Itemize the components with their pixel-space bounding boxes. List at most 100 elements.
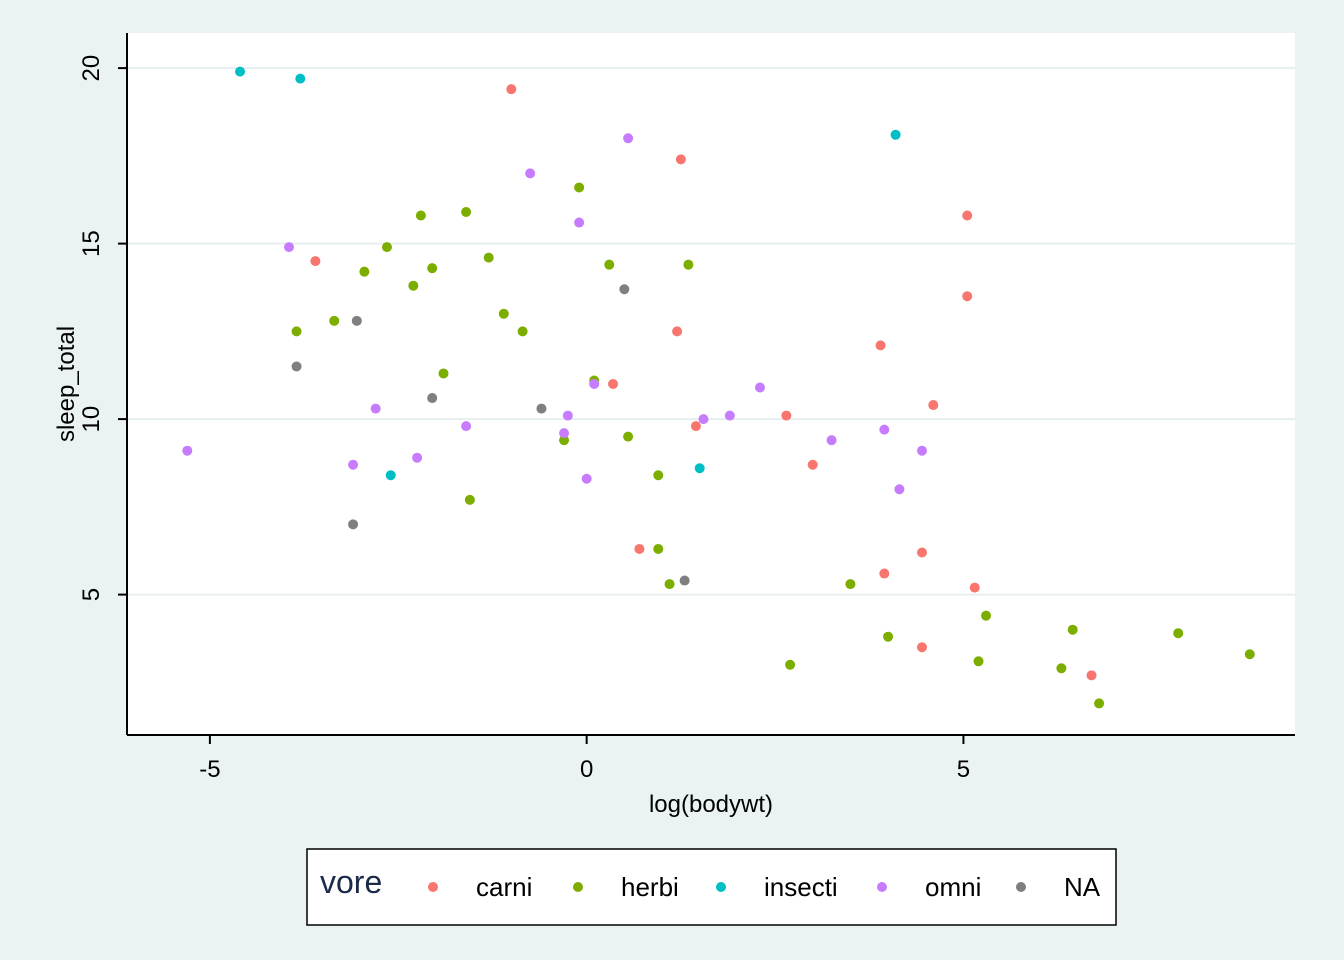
point-omni [562, 410, 573, 421]
point-omni [916, 445, 927, 456]
x-axis-ticks: -5 0 5 [199, 735, 970, 783]
x-tick-label: 0 [580, 756, 593, 783]
legend-label-insecti: insecti [764, 872, 838, 902]
y-tick-label: 20 [78, 55, 105, 82]
point-herbi [427, 263, 438, 274]
point-omni [559, 428, 570, 439]
gridlines [127, 67, 1295, 596]
point-NA [536, 403, 547, 414]
point-insecti [385, 470, 396, 481]
point-omni [698, 414, 709, 425]
point-carni [879, 568, 890, 579]
point-herbi [883, 631, 894, 642]
data-points [182, 66, 1255, 709]
point-omni [724, 410, 735, 421]
legend-key-carni [428, 882, 438, 892]
point-carni [506, 84, 517, 95]
point-herbi [785, 659, 796, 670]
point-insecti [295, 73, 306, 84]
point-carni [875, 340, 886, 351]
y-tick-label: 10 [78, 406, 105, 433]
legend: vore carni herbi insecti omni NA [306, 848, 1117, 926]
y-axis-title: sleep_total [53, 326, 80, 442]
point-insecti [890, 129, 901, 140]
point-herbi [464, 494, 475, 505]
point-omni [348, 459, 359, 470]
point-herbi [461, 207, 472, 218]
point-NA [427, 393, 438, 404]
point-NA [679, 575, 690, 586]
point-herbi [359, 266, 370, 277]
point-omni [525, 168, 536, 179]
point-carni [916, 547, 927, 558]
point-omni [412, 452, 423, 463]
point-herbi [498, 308, 509, 319]
legend-items: carni herbi insecti omni NA [428, 872, 1101, 902]
point-herbi [604, 259, 615, 270]
x-tick-label: 5 [957, 756, 970, 783]
legend-box [306, 848, 1117, 926]
point-carni [634, 543, 645, 554]
point-herbi [1067, 624, 1078, 635]
legend-key-herbi [573, 882, 583, 892]
point-herbi [381, 242, 392, 253]
point-carni [672, 326, 683, 337]
point-herbi [1244, 649, 1255, 660]
legend-label-NA: NA [1064, 872, 1101, 902]
point-herbi [653, 543, 664, 554]
point-insecti [235, 66, 246, 77]
y-tick-label: 5 [78, 588, 105, 601]
y-tick-label: 15 [78, 230, 105, 257]
point-carni [962, 291, 973, 302]
point-carni [1086, 670, 1097, 681]
point-carni [781, 410, 792, 421]
point-herbi [1173, 628, 1184, 639]
point-herbi [973, 656, 984, 667]
point-carni [916, 642, 927, 653]
point-omni [623, 133, 634, 144]
point-carni [675, 154, 686, 165]
legend-title: vore [320, 864, 382, 900]
point-omni [879, 424, 890, 435]
point-omni [284, 242, 295, 253]
plot-background [127, 33, 1295, 735]
point-carni [962, 210, 973, 221]
point-omni [826, 435, 837, 446]
point-omni [581, 473, 592, 484]
point-omni [182, 445, 193, 456]
point-omni [894, 484, 905, 495]
point-carni [690, 421, 701, 432]
point-herbi [981, 610, 992, 621]
point-herbi [517, 326, 528, 337]
legend-label-herbi: herbi [621, 872, 679, 902]
point-herbi [408, 280, 419, 291]
legend-label-carni: carni [476, 872, 532, 902]
x-axis-title: log(bodywt) [649, 791, 773, 818]
point-herbi [559, 435, 570, 446]
point-omni [589, 379, 600, 389]
point-herbi [653, 470, 664, 481]
point-NA [351, 315, 362, 326]
point-herbi [438, 368, 449, 379]
point-herbi [483, 252, 494, 263]
point-carni [969, 582, 980, 593]
point-omni [461, 421, 472, 432]
point-herbi [329, 315, 340, 326]
point-carni [310, 256, 321, 267]
point-carni [608, 379, 619, 389]
point-omni [370, 403, 381, 414]
point-herbi [1094, 698, 1105, 709]
point-carni [928, 400, 939, 411]
legend-key-insecti [716, 882, 726, 892]
point-herbi [291, 326, 302, 337]
point-NA [348, 519, 359, 530]
x-tick-label: -5 [199, 756, 220, 783]
point-omni [574, 217, 585, 228]
point-herbi [623, 431, 634, 442]
point-carni [807, 459, 818, 470]
point-herbi [574, 182, 585, 193]
point-herbi [683, 259, 694, 270]
point-herbi [1056, 663, 1067, 674]
point-herbi [664, 579, 675, 590]
point-herbi [845, 579, 856, 590]
